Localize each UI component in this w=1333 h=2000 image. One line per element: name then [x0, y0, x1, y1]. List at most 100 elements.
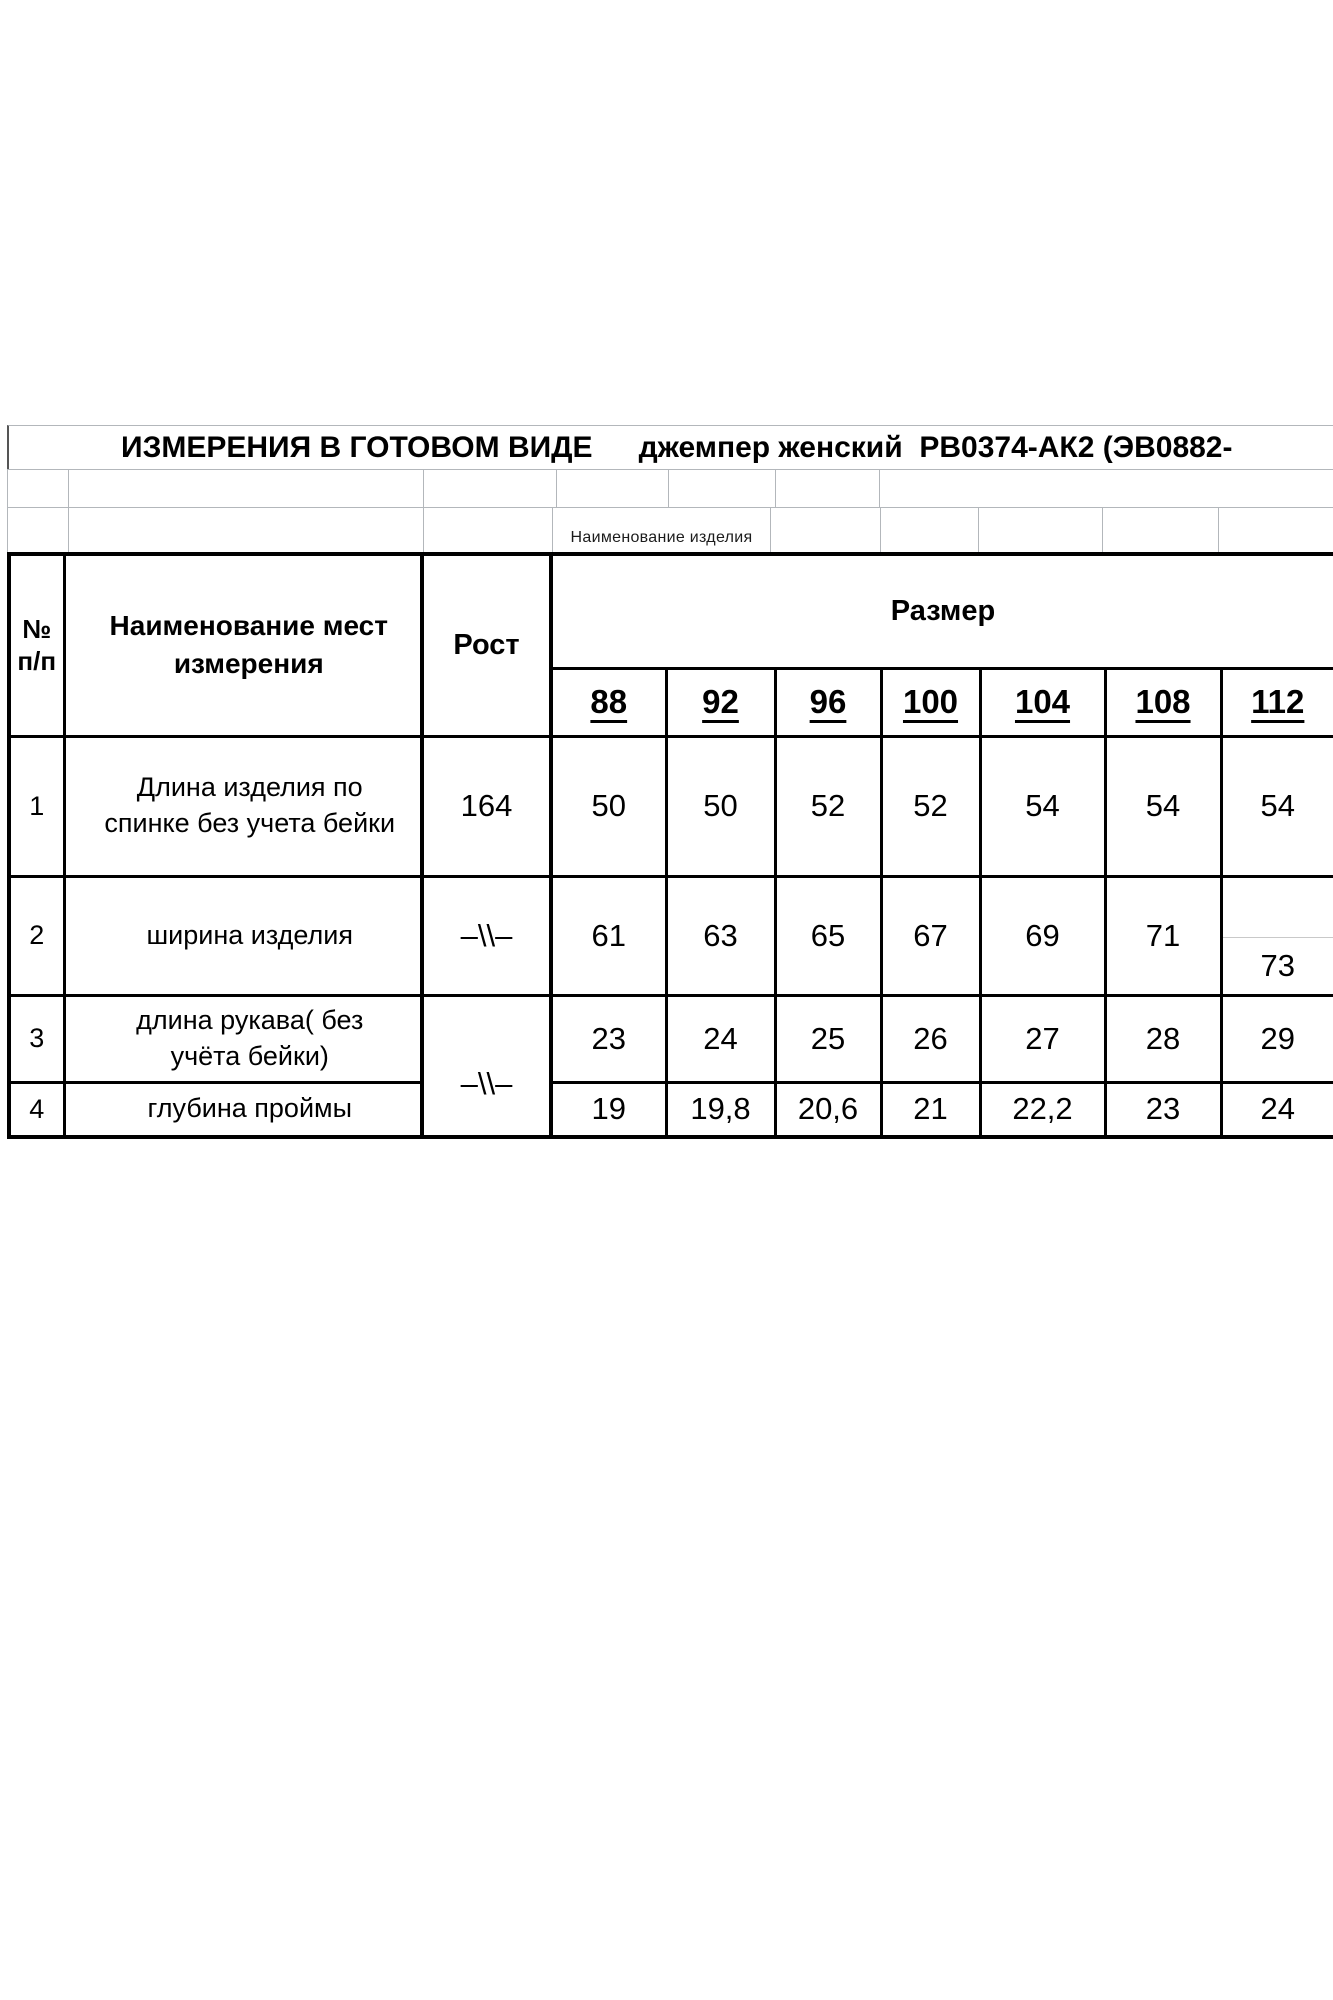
size-col-92: 92 [664, 666, 777, 738]
value-cell: 63 [664, 874, 777, 997]
value-cell: 19 [549, 1080, 668, 1139]
size-label: 108 [1135, 683, 1191, 720]
product-name-caption: Наименование изделия [570, 529, 753, 546]
value-cell: 23 [549, 993, 668, 1084]
measurements-table: № п/п Наименование мест измерения Рост Р… [7, 552, 1333, 1139]
split-cell-value: 73 [1260, 947, 1296, 983]
header-num: № п/п [7, 552, 66, 738]
grid-cell [881, 508, 979, 552]
grid-cell [69, 470, 424, 507]
header-size-group: Размер [549, 552, 1333, 670]
value-cell: 25 [773, 993, 883, 1084]
size-col-108: 108 [1103, 666, 1223, 738]
grid-cell [771, 508, 881, 552]
size-label: 96 [809, 683, 847, 720]
measure-name: длина рукава( без учёта бейки) [62, 993, 424, 1084]
row-number: 3 [7, 993, 66, 1084]
header-num-line1: № [22, 613, 52, 644]
row-number: 4 [7, 1080, 66, 1139]
value-cell: 24 [664, 993, 777, 1084]
grid-cell [1219, 508, 1327, 552]
value-cell: 52 [879, 734, 982, 878]
header-name-line2: измерения [173, 648, 324, 680]
measure-name-line1: длина рукава( без [136, 1004, 364, 1035]
page-title: ИЗМЕРЕНИЯ В ГОТОВОМ ВИДЕ [121, 430, 593, 464]
value-cell: 71 [1103, 874, 1223, 997]
value-cell: 22,2 [978, 1080, 1107, 1139]
table-row: 3 длина рукава( без учёта бейки) –\\– 23… [7, 993, 1333, 1139]
measure-name: Длина изделия по спинке без учета бейки [62, 734, 424, 878]
height-ditto-mark: –\\– [420, 993, 553, 1139]
value-cell: 50 [664, 734, 777, 878]
split-cell-empty [1224, 879, 1333, 938]
value-cell: 52 [773, 734, 883, 878]
table-header-row: № п/п Наименование мест измерения Рост Р… [7, 552, 1333, 738]
grid-cell [8, 508, 69, 552]
size-label: 100 [902, 683, 959, 720]
header-num-line2: п/п [17, 646, 57, 677]
grid-cell [557, 470, 669, 507]
product-title: джемпер женский РВ0374-АК2 (ЭВ0882- [638, 430, 1233, 464]
size-col-96: 96 [773, 666, 883, 738]
header-height: Рост [420, 552, 553, 738]
value-cell: 19,8 [664, 1080, 777, 1139]
value-cell: 69 [978, 874, 1107, 997]
size-col-100: 100 [879, 666, 982, 738]
title-row: ИЗМЕРЕНИЯ В ГОТОВОМ ВИДЕ джемпер женский… [7, 425, 1333, 469]
measure-name-line1: ширина изделия [146, 919, 353, 950]
value-cell: 54 [978, 734, 1107, 878]
value-cell: 50 [549, 734, 668, 878]
value-cell: 28 [1103, 993, 1223, 1084]
table-row: 1 Длина изделия по спинке без учета бейк… [7, 734, 1333, 878]
grid-cell [69, 508, 424, 552]
empty-grid-row [7, 469, 1333, 508]
row-number: 1 [7, 734, 66, 878]
value-cell: 20,6 [773, 1080, 883, 1139]
value-cell: 54 [1103, 734, 1223, 878]
caption-cell: Наименование изделия [553, 508, 771, 552]
value-cell: 29 [1219, 993, 1333, 1084]
header-measure-name: Наименование мест измерения [62, 552, 424, 738]
caption-grid-row: Наименование изделия [7, 508, 1333, 552]
measurements-table-wrap: № п/п Наименование мест измерения Рост Р… [7, 552, 1333, 1139]
measure-name-line1: глубина проймы [147, 1093, 353, 1124]
grid-cell [8, 470, 69, 507]
measure-name-line1: Длина изделия по [136, 772, 363, 803]
height-ditto-mark: –\\– [420, 874, 553, 997]
size-col-104: 104 [978, 666, 1107, 738]
size-label: 88 [590, 683, 628, 720]
measure-name: ширина изделия [62, 874, 424, 997]
grid-cell [880, 470, 1333, 507]
size-label: 112 [1251, 683, 1305, 720]
value-cell: 27 [978, 993, 1107, 1084]
size-col-88: 88 [549, 666, 668, 738]
value-cell: 54 [1219, 734, 1333, 878]
grid-cell [424, 508, 553, 552]
table-row: 2 ширина изделия –\\– 61 63 65 67 69 71 … [7, 874, 1333, 997]
grid-cell [669, 470, 777, 507]
height-value: 164 [420, 734, 553, 878]
value-cell-split: 73 [1219, 874, 1333, 997]
measure-name-line2: учёта бейки) [170, 1040, 329, 1071]
measure-name: глубина проймы [62, 1080, 424, 1139]
measure-name-line2: спинке без учета бейки [104, 808, 396, 838]
grid-cell [979, 508, 1103, 552]
row-number: 2 [7, 874, 66, 997]
table-sizes-row: 88 92 96 100 104 108 112 [9, 666, 1333, 738]
grid-cell [424, 470, 557, 507]
value-cell: 23 [1103, 1080, 1223, 1139]
header-name-line1: Наименование мест [109, 610, 388, 642]
grid-cell [1103, 508, 1219, 552]
grid-cell [776, 470, 881, 507]
size-label: 104 [1014, 683, 1071, 720]
size-label: 92 [702, 683, 739, 720]
value-cell: 61 [549, 874, 668, 997]
value-cell: 21 [879, 1080, 982, 1139]
value-cell: 26 [879, 993, 982, 1084]
size-col-112: 112 [1219, 666, 1333, 738]
value-cell: 24 [1219, 1080, 1333, 1139]
table-row: 4 глубина проймы 19 19,8 20,6 21 22,2 23… [7, 1080, 1333, 1139]
value-cell: 67 [879, 874, 982, 997]
value-cell: 65 [773, 874, 883, 997]
